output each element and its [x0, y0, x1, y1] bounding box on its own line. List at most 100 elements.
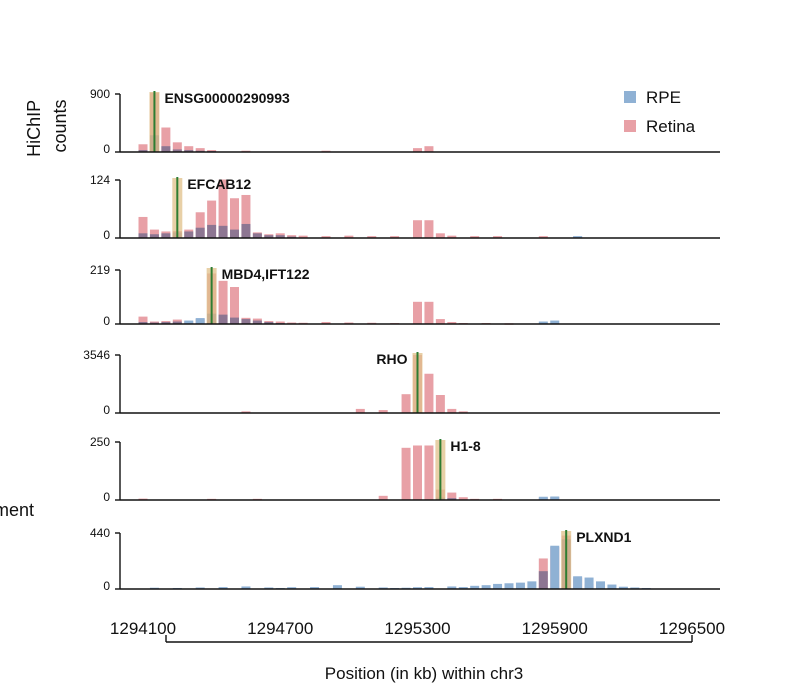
retina-bar — [413, 445, 422, 500]
rpe-bar — [458, 587, 468, 589]
retina-bar — [435, 395, 445, 413]
rpe-bar — [241, 586, 251, 589]
rpe-bar — [538, 321, 548, 324]
retina-bar — [424, 146, 434, 152]
y-tick-label-max: 124 — [90, 173, 110, 187]
retina-bar — [413, 220, 422, 238]
y-axis-label: HiChIP counts — [24, 95, 70, 157]
y-tick-label-zero: 0 — [103, 228, 110, 242]
rpe-bar — [493, 583, 503, 589]
panel-4: 3546 0 RHO — [83, 348, 720, 417]
x-axis-title: Position (in kb) within chr3 — [325, 664, 523, 683]
rpe-bar — [332, 585, 342, 589]
rpe-bar — [218, 225, 228, 238]
rpe-bar — [184, 231, 194, 238]
rpe-bar — [447, 586, 457, 589]
retina-bar — [413, 148, 422, 152]
retina-bar — [218, 280, 228, 324]
retina-bar — [493, 236, 503, 238]
retina-bar — [355, 408, 365, 413]
rpe-bar — [264, 322, 274, 324]
retina-bar — [344, 235, 354, 238]
panel-3: 219 0 MBD4,IFT122 — [90, 263, 720, 328]
legend-label-retina: Retina — [646, 117, 696, 136]
retina-bar — [172, 142, 182, 152]
rpe-bar — [138, 150, 148, 152]
retina-bar — [424, 301, 434, 324]
retina-bar — [138, 144, 148, 152]
retina-bar — [447, 235, 457, 238]
rpe-bar — [584, 577, 594, 589]
retina-bar — [138, 316, 148, 324]
rpe-bar — [538, 571, 548, 589]
rpe-bar — [481, 585, 491, 589]
y-tick-label-max: 900 — [90, 87, 110, 101]
retina-bar — [184, 146, 194, 152]
retina-bar — [207, 200, 217, 238]
x-tick-label-4: 1296500 — [659, 619, 725, 638]
rpe-bar — [230, 229, 239, 238]
rpe-bar — [218, 314, 228, 324]
rpe-bar — [138, 322, 148, 324]
retina-bar — [195, 212, 205, 238]
retina-bar — [424, 445, 434, 500]
legend-label-rpe: RPE — [646, 88, 681, 107]
rpe-bar — [573, 576, 583, 589]
rpe-bar — [184, 150, 194, 152]
rpe-bar — [149, 234, 159, 238]
rpe-bar — [424, 587, 434, 589]
retina-bar — [161, 127, 171, 152]
rpe-bar — [218, 587, 228, 589]
rpe-bar — [596, 581, 605, 589]
rpe-bar — [161, 146, 171, 152]
retina-bar — [149, 229, 159, 238]
x-tick-label-2: 1295300 — [384, 619, 450, 638]
rpe-bar — [447, 498, 457, 500]
rpe-bar — [470, 585, 480, 589]
retina-bar — [447, 408, 457, 413]
retina-bar — [470, 236, 480, 238]
rpe-bar — [538, 496, 548, 500]
rpe-bar — [184, 320, 194, 324]
retina-bar — [241, 411, 251, 413]
x-tick-label-1: 1294700 — [247, 619, 313, 638]
y-tick-label-max: 219 — [90, 263, 110, 277]
panels: 900 0 ENSG00000290993 124 0 EFCAB12 219 0 MBD4,I… — [83, 87, 720, 593]
retina-bar — [378, 495, 388, 500]
gene-label: EFCAB12 — [187, 176, 251, 192]
rpe-bar — [618, 586, 628, 589]
retina-bar — [390, 236, 400, 238]
y-tick-label-zero: 0 — [103, 314, 110, 328]
x-tick-label-0: 1294100 — [110, 619, 176, 638]
retina-bar — [321, 236, 331, 238]
rpe-bar — [550, 320, 560, 324]
retina-bar — [458, 497, 468, 500]
retina-bar — [538, 236, 548, 238]
y-tick-label-max: 250 — [90, 435, 110, 449]
rpe-bar — [504, 583, 514, 589]
retina-bar — [435, 319, 445, 324]
clipped-side-label: ment — [0, 500, 34, 520]
rpe-bar — [241, 223, 251, 238]
rpe-bar — [515, 582, 525, 589]
rpe-bar — [287, 587, 297, 589]
rpe-bar — [195, 318, 205, 324]
y-axis-label-line-2: counts — [50, 99, 70, 152]
retina-bar — [447, 322, 457, 324]
rpe-bar — [550, 545, 560, 589]
retina-bar — [424, 373, 434, 413]
legend: RPE Retina — [624, 88, 696, 136]
rpe-bar — [138, 233, 148, 238]
legend-swatch-rpe — [624, 91, 636, 103]
y-tick-label-max: 440 — [90, 526, 110, 540]
rpe-bar — [252, 233, 262, 238]
rpe-bar — [230, 317, 239, 324]
y-tick-label-zero: 0 — [103, 142, 110, 156]
rpe-bar — [573, 236, 583, 238]
panel-5: 250 0 H1-8 — [90, 435, 720, 504]
gene-label: PLXND1 — [576, 529, 631, 545]
x-axis: 1294100 1294700 1295300 1295900 1296500 — [110, 619, 725, 643]
panel-1: 900 0 ENSG00000290993 — [90, 87, 720, 156]
x-tick-label-3: 1295900 — [522, 619, 588, 638]
